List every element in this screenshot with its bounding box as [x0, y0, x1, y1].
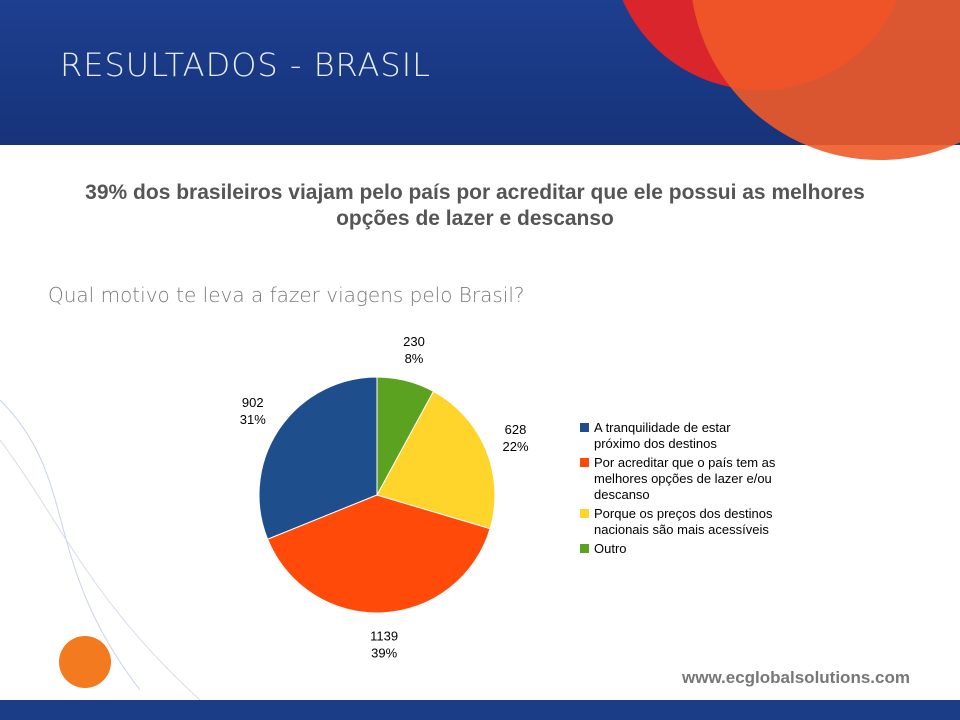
footer-url: www.ecglobalsolutions.com: [682, 668, 910, 687]
legend-label: A tranquilidade de estar próximo dos des…: [594, 420, 731, 451]
legend-swatch: [580, 544, 589, 553]
legend-item: Por acreditar que o país tem as melhores…: [580, 455, 780, 503]
legend-swatch: [580, 423, 589, 432]
decor-wave: [0, 399, 141, 691]
pie-slice: [376, 376, 435, 496]
data-label: 628: [505, 422, 527, 437]
data-label: 230: [403, 334, 425, 349]
data-label: 39%: [371, 646, 397, 661]
headline: 39% dos brasileiros viajam pelo país por…: [85, 181, 865, 230]
data-label: 31%: [240, 412, 266, 427]
legend-swatch: [580, 509, 589, 518]
legend-item: Outro: [580, 541, 780, 557]
data-label: 22%: [502, 439, 528, 454]
data-label: 1139: [370, 629, 398, 644]
data-label: 902: [242, 395, 264, 410]
decor-wave: [0, 439, 201, 701]
footer-band: [0, 700, 960, 720]
legend-label: Porque os preços dos destinos nacionais …: [594, 506, 773, 537]
legend-label: Por acreditar que o país tem as melhores…: [594, 455, 776, 502]
logo: [59, 636, 111, 688]
pie-slice: [258, 376, 378, 540]
legend-item: A tranquilidade de estar próximo dos des…: [580, 420, 780, 452]
slide-title: RESULTADOS - BRASIL: [60, 46, 431, 84]
legend-label: Outro: [594, 541, 627, 556]
pie-slice: [266, 494, 491, 614]
legend: A tranquilidade de estar próximo dos des…: [580, 420, 780, 560]
pie-slice: [376, 390, 496, 530]
legend-swatch: [580, 458, 589, 467]
decor-circle: [692, 0, 960, 160]
data-label: 8%: [405, 351, 424, 366]
legend-item: Porque os preços dos destinos nacionais …: [580, 506, 780, 538]
question: Qual motivo te leva a fazer viagens pelo…: [48, 283, 525, 307]
